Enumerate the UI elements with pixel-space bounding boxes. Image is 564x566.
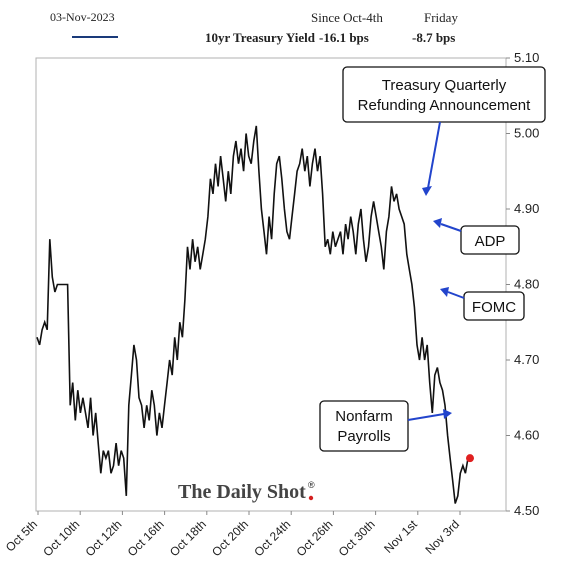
arrow-refunding [427,121,441,189]
callout-text-refunding-line1: Treasury Quarterly [382,77,507,94]
x-tick-label: Oct 20th [209,517,251,559]
arrowhead-adp [433,218,442,228]
x-tick-label: Oct 16th [125,517,167,559]
col2-value: -8.7 bps [412,30,456,45]
col1-value: -16.1 bps [319,30,369,45]
x-tick-label: Nov 3rd [423,517,463,557]
x-tick-label: Oct 26th [294,517,336,559]
x-tick-label: Oct 18th [167,517,209,559]
y-tick-label: 4.80 [514,277,539,292]
y-tick-label: 4.60 [514,428,539,443]
arrowhead-payrolls [443,409,452,419]
y-tick-label: 4.50 [514,503,539,518]
series-label: 10yr Treasury Yield [205,30,316,45]
x-tick-label: Oct 30th [336,517,378,559]
x-tick-label: Oct 24th [251,517,293,559]
y-tick-label: 5.00 [514,126,539,141]
brand-dot [308,495,314,501]
series-legend-line [72,36,118,38]
callout-text-payrolls-line1: Nonfarm [335,408,393,425]
header-date: 03-Nov-2023 [50,10,115,24]
arrow-adp [440,223,462,232]
arrowhead-fomc [440,287,449,297]
callout-text-refunding-line2: Refunding Announcement [358,97,531,114]
yield-line [36,125,469,504]
y-axis: 4.50 4.60 4.70 4.80 4.90 5.00 5.10 [506,50,539,518]
x-tick-label: Oct 5th [3,517,40,554]
x-tick-label: Oct 12th [83,517,125,559]
callout-box-fomc [463,291,525,321]
last-point-marker [466,454,474,463]
chart-header: 03-Nov-2023 10yr Treasury Yield Since Oc… [0,0,564,55]
arrow-payrolls [407,413,445,421]
x-axis: Oct 5th Oct 10th Oct 12th Oct 16th Oct 18th O… [3,511,462,559]
callout-box-payrolls [319,400,409,452]
x-tick-label: Nov 1st [381,517,420,556]
arrow-fomc [447,291,465,299]
y-tick-label: 5.10 [514,50,539,65]
brand-registered-mark: ® [308,480,315,490]
y-tick-label: 4.70 [514,352,539,367]
callout-text-adp: ADP [475,233,506,250]
callout-text-payrolls-line2: Payrolls [337,428,390,445]
plot-area [35,57,507,512]
col1-title: Since Oct-4th [311,10,383,25]
brand-logo-text: The Daily Shot [178,481,306,503]
callout-box-refunding [342,66,546,123]
callout-box-adp [460,225,520,255]
x-tick-label: Oct 10th [40,517,82,559]
callout-text-fomc: FOMC [472,299,516,316]
y-tick-label: 4.90 [514,201,539,216]
col2-title: Friday [424,10,458,25]
arrowhead-refunding [422,186,432,196]
